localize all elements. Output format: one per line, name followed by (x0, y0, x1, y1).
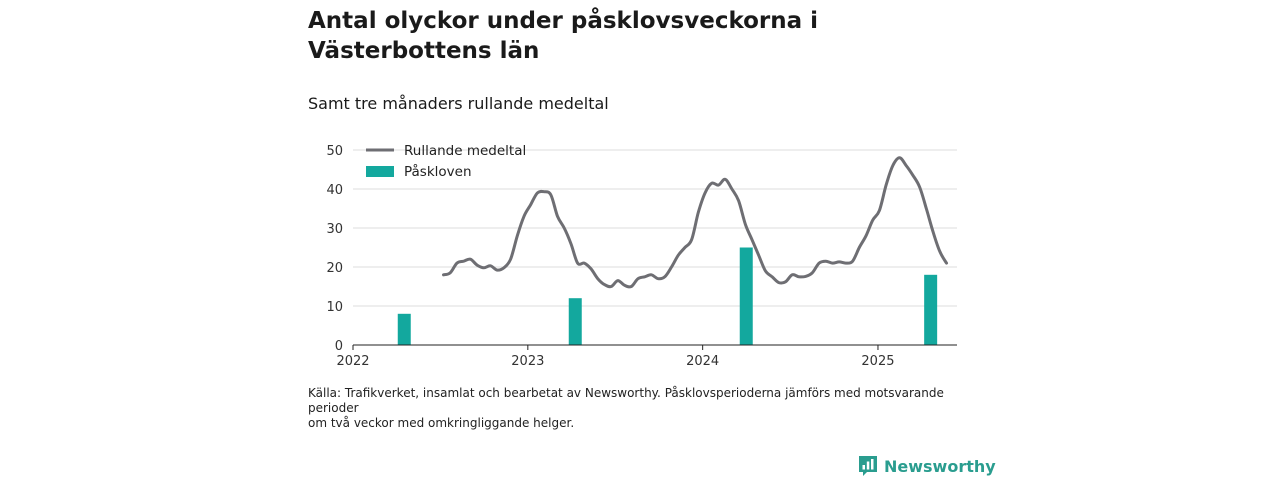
bar (739, 247, 753, 345)
y-tick-label: 0 (335, 339, 343, 354)
source-line: perioder (308, 401, 359, 415)
chart-subtitle: Samt tre månaders rullande medeltal (308, 94, 609, 113)
y-tick-label: 20 (326, 261, 343, 276)
source-note: Källa: Trafikverket, insamlat och bearbe… (308, 386, 948, 431)
y-axis-ticks: 0 10 20 30 40 50 (326, 144, 343, 354)
brand-name: Newsworthy (884, 456, 996, 476)
legend-swatch-bar (366, 166, 394, 177)
brand: Newsworthy (858, 455, 996, 477)
source-line: om två veckor med omkringliggande helger… (308, 416, 575, 430)
y-tick-label: 30 (326, 222, 343, 237)
line-series-rullande-medeltal (442, 156, 948, 289)
x-axis-ticks: 2022 2023 2024 2025 (336, 345, 895, 366)
chart: 0 10 20 30 40 50 2022 2023 2024 2025 Rullande me… (326, 143, 957, 366)
x-tick-label: 2022 (336, 354, 369, 366)
y-tick-label: 40 (326, 183, 343, 198)
x-tick-label: 2024 (686, 354, 719, 366)
source-line: Källa: Trafikverket, insamlat och bearbe… (308, 386, 944, 400)
bar (924, 274, 938, 345)
x-tick-label: 2023 (511, 354, 544, 366)
bar (568, 298, 582, 345)
bar (397, 313, 411, 345)
legend: Rullande medeltal Påskloven (366, 143, 526, 180)
newsworthy-logo-icon (859, 456, 877, 476)
legend-label: Rullande medeltal (404, 143, 526, 159)
y-tick-label: 10 (326, 300, 343, 315)
bar-series-paskloven (397, 247, 938, 345)
legend-label: Påskloven (404, 163, 472, 180)
x-tick-label: 2025 (861, 354, 894, 366)
y-tick-label: 50 (326, 144, 343, 159)
chart-title: Antal olyckor under påsklovsveckorna i V… (308, 8, 819, 64)
